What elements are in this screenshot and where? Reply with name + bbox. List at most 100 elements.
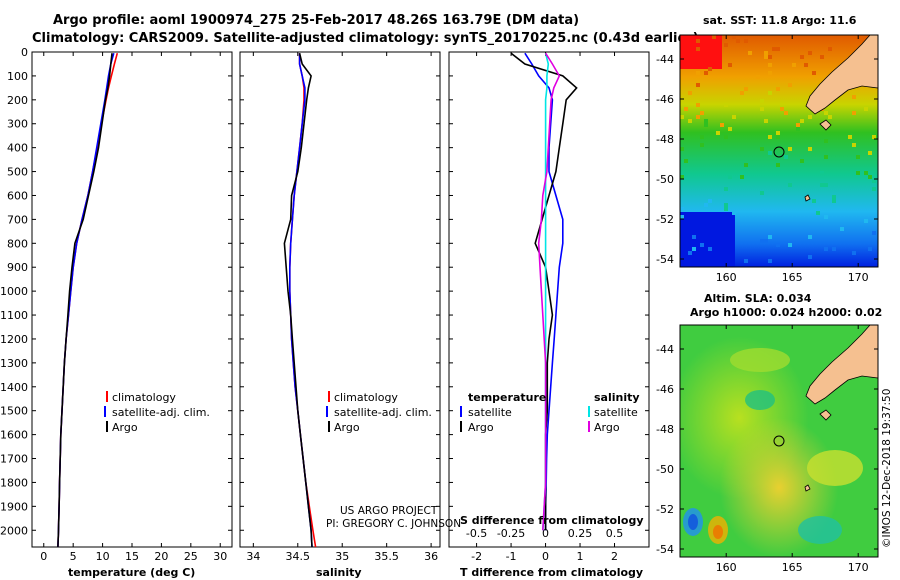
sst-pixel — [688, 119, 692, 123]
series-line-temperature-satellite — [524, 52, 564, 531]
sst-pixel — [828, 47, 832, 51]
sst-pixel — [684, 159, 688, 163]
sst-pixel — [868, 247, 872, 251]
sst-pixel — [864, 171, 868, 175]
legend-satellite-adj-clim: satellite-adj. clim. — [112, 406, 210, 419]
depth-tick-label: 1500 — [0, 405, 28, 418]
sst-pixel — [724, 135, 728, 139]
sst-pixel — [724, 103, 728, 107]
sst-pixel — [784, 111, 788, 115]
sst-pixel — [696, 83, 700, 87]
legend-climatology-swatch — [106, 391, 108, 402]
sst-pixel — [824, 111, 828, 115]
lat-tick-label: -46 — [656, 383, 674, 396]
legend-argo: Argo — [112, 421, 138, 434]
sst-pixel — [840, 227, 844, 231]
legend-argo-swatch — [328, 421, 330, 432]
sla-anomaly-blob — [798, 516, 842, 544]
x-tick-label: 10 — [96, 550, 110, 563]
x-tick-label: 0 — [542, 550, 549, 563]
sst-pixel — [768, 151, 772, 155]
sst-pixel — [784, 155, 788, 159]
sst-pixel — [704, 71, 708, 75]
sst-pixel — [736, 39, 740, 43]
sst-pixel — [760, 107, 764, 111]
sst-pixel — [824, 247, 828, 251]
x-tick-label: 25 — [184, 550, 198, 563]
legend-t-satellite-swatch — [460, 406, 462, 417]
x-tick-label: 30 — [213, 550, 227, 563]
sst-pixel — [852, 143, 856, 147]
sla-land-stewart-island — [819, 409, 832, 421]
sst-pixel — [716, 131, 720, 135]
sst-pixel — [776, 135, 780, 139]
depth-tick-label: 1300 — [0, 357, 28, 370]
sst-pixel — [768, 91, 772, 95]
sst-pixel — [700, 143, 704, 147]
lon-tick-label: 165 — [782, 561, 803, 574]
sst-pixel — [828, 115, 832, 119]
sst-pixel — [816, 211, 820, 215]
legend-argo: Argo — [334, 421, 360, 434]
imos-stamp: ©IMOS 12-Dec-2018 19:37:50 — [881, 389, 893, 548]
depth-tick-label: 1400 — [0, 381, 28, 394]
sst-pixel — [800, 119, 804, 123]
series-line-climatology — [57, 52, 119, 547]
sst-map-title: sat. SST: 11.8 Argo: 11.6 — [703, 14, 857, 27]
credit-project: US ARGO PROJECT — [340, 505, 438, 517]
sst-pixel — [704, 119, 708, 123]
lat-tick-label: -52 — [656, 213, 674, 226]
x-tick-label: 34.5 — [286, 550, 311, 563]
sst-float-marker — [773, 146, 785, 158]
sst-pixel — [872, 187, 876, 191]
sst-pixel — [852, 95, 856, 99]
sst-pixel — [744, 163, 748, 167]
sst-pixel — [776, 243, 780, 247]
depth-tick-label: 600 — [7, 189, 28, 202]
sst-pixel — [768, 71, 772, 75]
depth-tick-label: 100 — [7, 70, 28, 83]
legend-t-argo-swatch — [460, 421, 462, 432]
sst-pixel — [820, 171, 824, 175]
difference-legend: temperature satellite Argo salinity sate… — [460, 391, 640, 434]
sst-cold-patch — [680, 212, 735, 267]
sla-anomaly-blobs — [683, 348, 863, 544]
x-tick-label: 15 — [125, 550, 139, 563]
series-line-satellite-adj-clim- — [288, 53, 313, 547]
sst-pixel — [708, 67, 712, 71]
sst-pixel — [820, 55, 824, 59]
salinity-legend: climatology satellite-adj. clim. Argo — [326, 391, 432, 434]
sla-map-frame — [679, 324, 879, 558]
x-tick-label: 35.5 — [374, 550, 399, 563]
x-tick-label: 5 — [70, 550, 77, 563]
sst-pixel — [728, 63, 732, 67]
series-line-climatology — [288, 53, 317, 547]
sst-pixel — [800, 55, 804, 59]
sst-pixel — [764, 55, 768, 59]
legend-temperature-title: temperature — [468, 391, 546, 404]
depth-tick-label: 1100 — [0, 309, 28, 322]
sst-pixel — [760, 239, 764, 243]
sst-pixel — [812, 71, 816, 75]
sst-pixel — [728, 175, 732, 179]
sst-pixel — [812, 199, 816, 203]
sst-pixel — [824, 155, 828, 159]
s-diff-tick-label: -0.5 — [466, 527, 487, 540]
sst-pixel — [832, 195, 836, 199]
legend-satellite-adj-clim: satellite-adj. clim. — [334, 406, 432, 419]
salinity-difference-ticks: -0.5 -0.25 0 0.25 0.5 — [466, 527, 623, 540]
sst-map-frame — [679, 34, 879, 268]
s-diff-tick-label: -0.25 — [497, 527, 525, 540]
sla-lon-ticks: 160 165 170 — [716, 325, 869, 574]
sst-pixel — [788, 243, 792, 247]
sst-pixel — [680, 147, 684, 151]
difference-lines — [510, 52, 578, 531]
temperature-panel-frame — [31, 51, 233, 548]
sla-land-auckland-islands — [804, 484, 811, 492]
sst-pixel — [788, 147, 792, 151]
x-tick-label: -1 — [506, 550, 517, 563]
sst-pixel — [764, 239, 768, 243]
sst-pixel — [732, 211, 736, 215]
depth-tick-label: 1800 — [0, 476, 28, 489]
salinity-lines — [283, 53, 317, 547]
